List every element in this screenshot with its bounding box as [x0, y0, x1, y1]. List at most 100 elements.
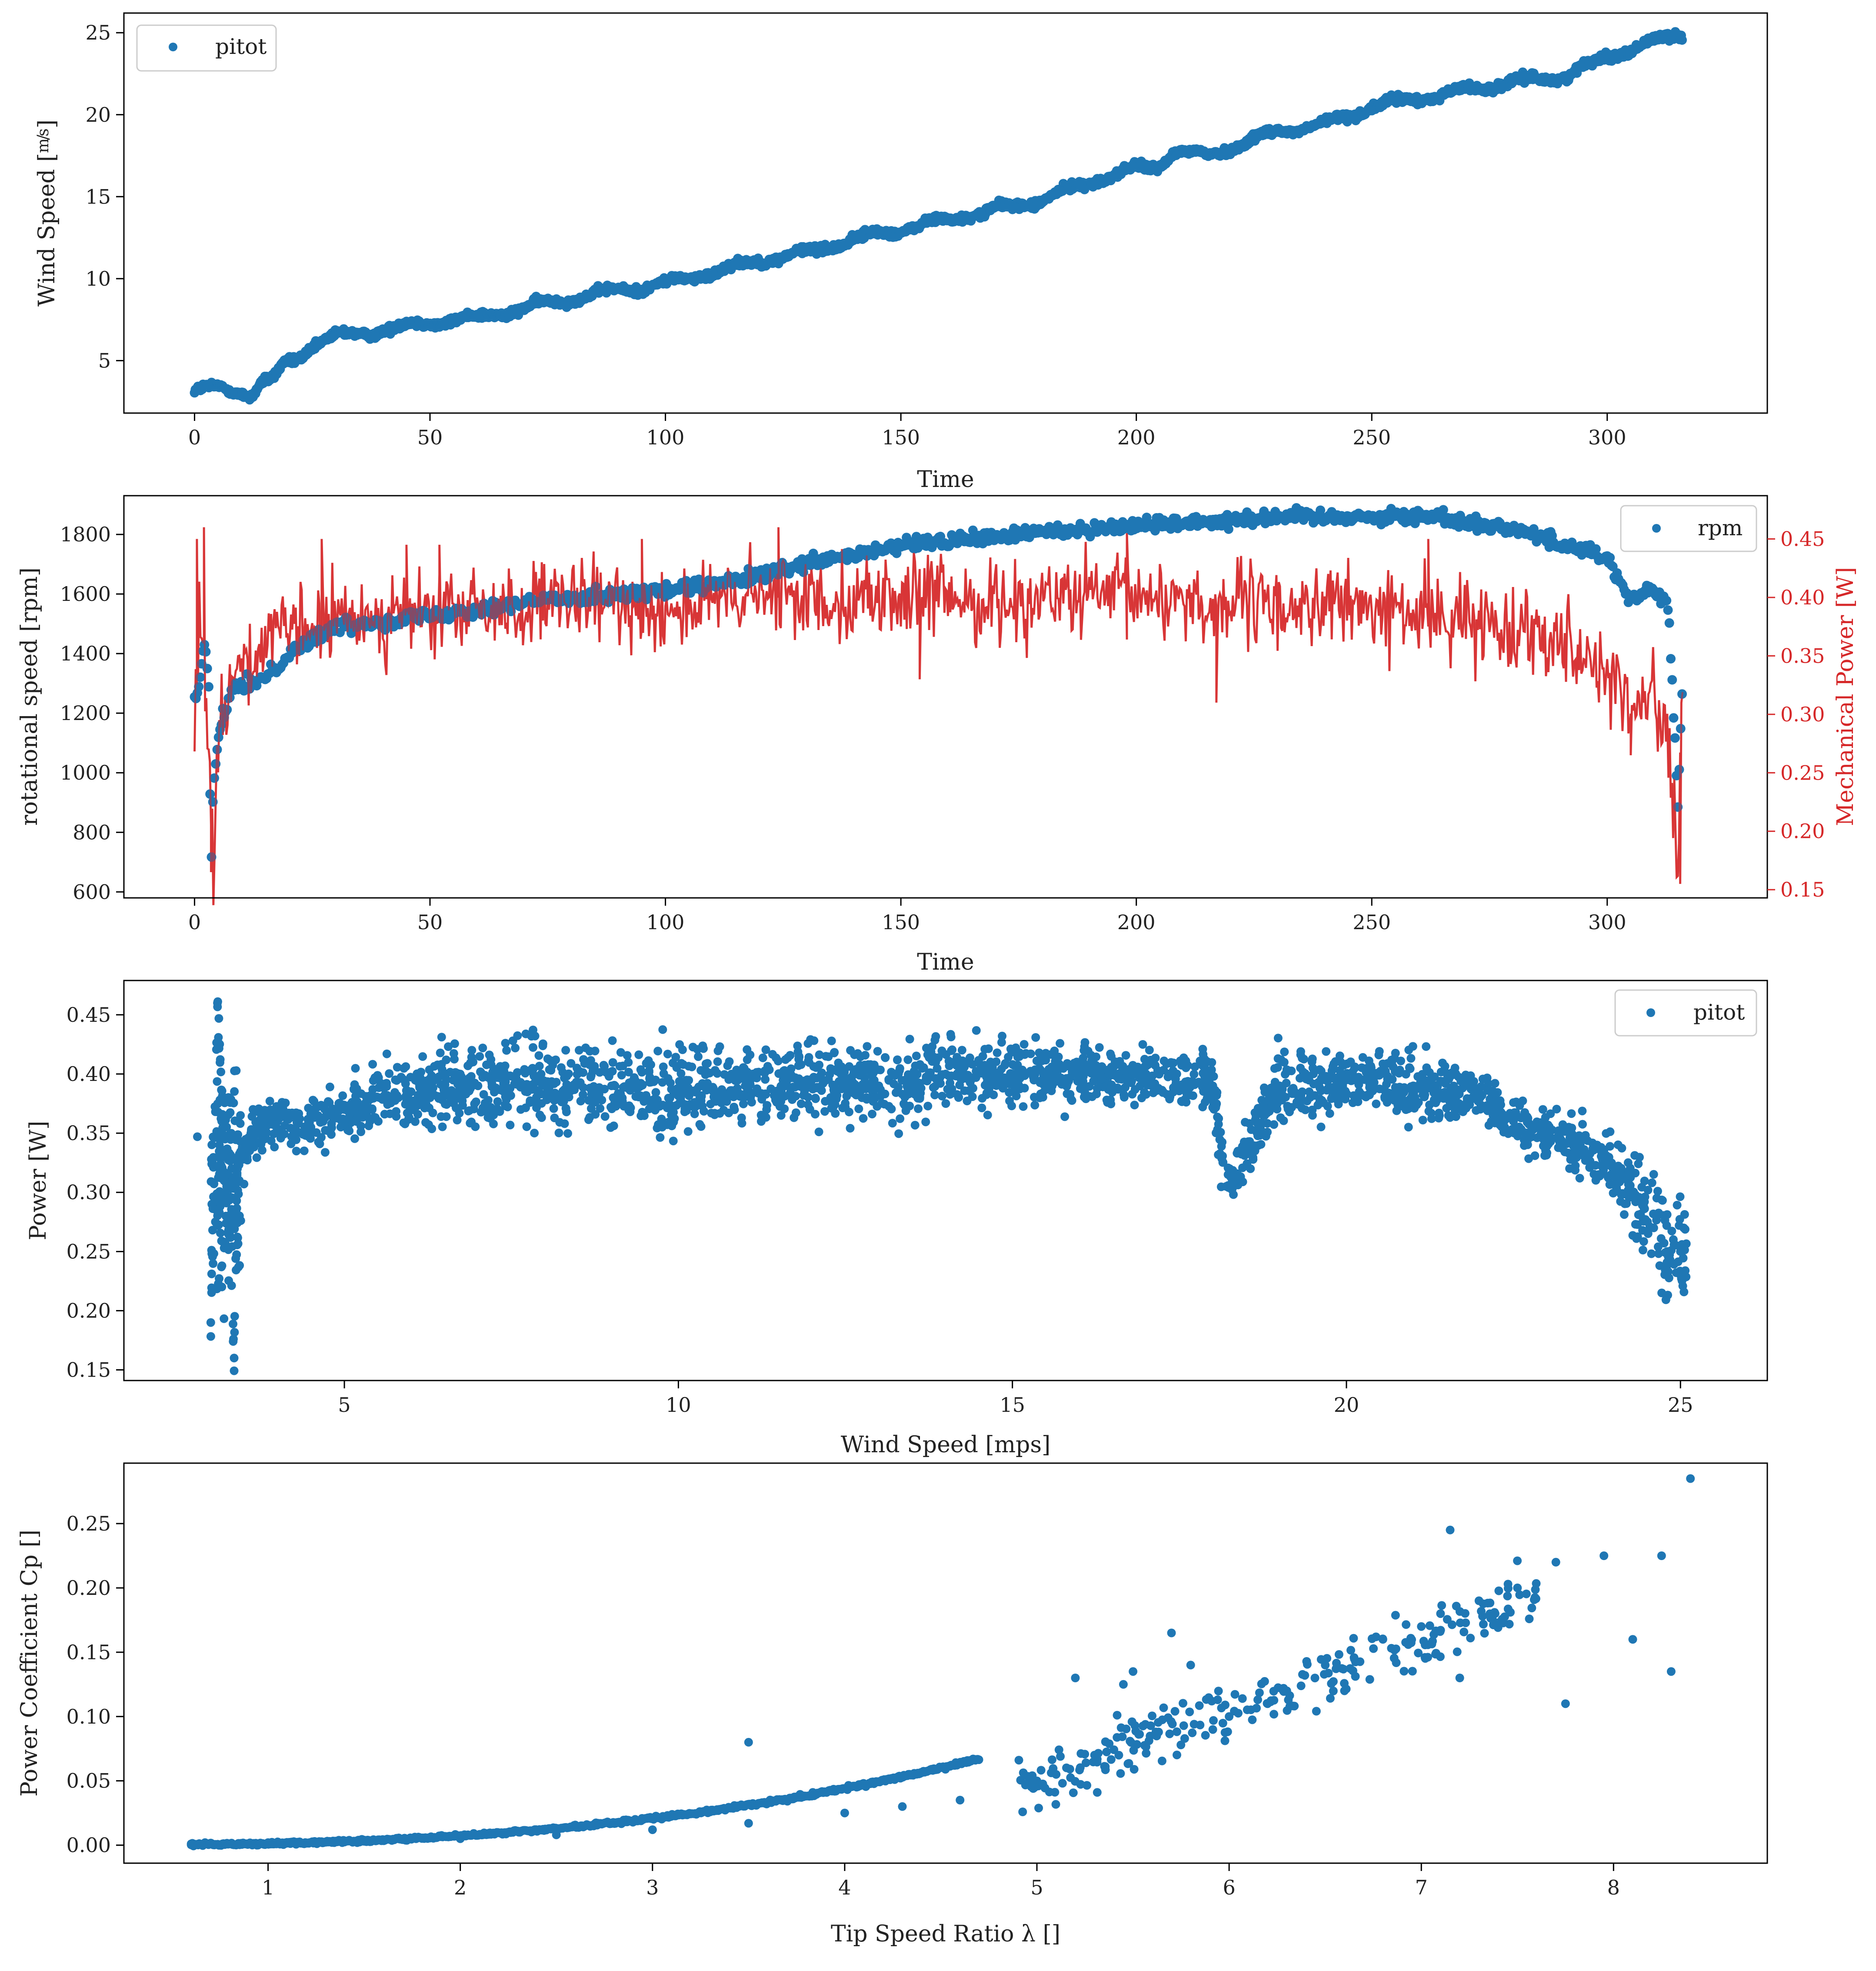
power-point: [1138, 1040, 1147, 1049]
power-point: [493, 1097, 502, 1106]
power-point: [584, 1115, 593, 1124]
power-point: [762, 1105, 771, 1114]
p2-plot-frame: [123, 495, 1768, 899]
power-point: [1602, 1129, 1611, 1138]
power-point: [1490, 1079, 1499, 1088]
chart-power-vs-wind-speed: 5 10 15 20 25 0.150.200.250.300.350.400.45 W…: [25, 980, 1768, 1458]
y-tick-label: 800: [73, 820, 111, 844]
power-point: [368, 1085, 377, 1094]
power-point: [511, 1044, 520, 1053]
power-point: [478, 1044, 487, 1053]
power-point: [1246, 1164, 1255, 1173]
power-point: [811, 1094, 820, 1103]
y-tick-label: 1400: [60, 642, 111, 665]
power-point: [1189, 1091, 1197, 1100]
power-point: [1323, 1102, 1332, 1111]
power-point: [1348, 1098, 1357, 1107]
power-point: [776, 1111, 786, 1120]
x-tick-label: 50: [417, 910, 443, 934]
power-point: [725, 1057, 734, 1066]
rpm-point: [202, 664, 212, 674]
power-point: [270, 1143, 279, 1151]
power-point: [803, 1039, 813, 1048]
power-point: [1673, 1201, 1682, 1210]
power-point: [954, 1093, 963, 1102]
power-point: [315, 1139, 324, 1148]
power-point: [1280, 1047, 1289, 1057]
power-point: [1667, 1227, 1676, 1236]
power-point: [669, 1137, 678, 1146]
y-right-tick-label: 0.30: [1780, 703, 1825, 726]
power-point: [1652, 1194, 1661, 1203]
power-point: [880, 1053, 890, 1062]
power-point: [1120, 1090, 1128, 1099]
power-point: [1190, 1070, 1199, 1079]
power-point: [698, 1101, 707, 1111]
p2-y-axis-label: rotational speed [rpm]: [17, 567, 43, 826]
power-point: [252, 1153, 261, 1162]
power-point: [1237, 1150, 1246, 1159]
power-point: [1634, 1159, 1643, 1168]
power-point: [350, 1134, 359, 1143]
power-point: [701, 1083, 710, 1092]
x-tick-label: 150: [882, 426, 920, 449]
power-point: [545, 1065, 554, 1074]
power-point: [256, 1137, 265, 1146]
power-point: [425, 1104, 434, 1112]
power-point: [1631, 1220, 1640, 1229]
x-tick-label: 150: [882, 910, 920, 934]
power-point: [1375, 1047, 1384, 1056]
power-point: [640, 1111, 649, 1120]
power-point: [1459, 1107, 1468, 1116]
power-point: [903, 1055, 913, 1064]
power-point: [513, 1031, 522, 1040]
power-point: [1281, 1070, 1290, 1079]
p2-legend-marker: [1652, 524, 1661, 533]
power-point: [1512, 1097, 1521, 1107]
power-point: [1412, 1101, 1421, 1110]
power-point: [350, 1080, 359, 1089]
power-point: [863, 1042, 872, 1051]
power-point: [542, 1095, 551, 1104]
power-point: [1249, 1155, 1258, 1164]
power-point: [437, 1112, 446, 1121]
power-point: [563, 1129, 572, 1138]
power-point: [1682, 1239, 1691, 1248]
power-point: [610, 1081, 620, 1091]
power-point: [1051, 1057, 1060, 1066]
power-point: [506, 1121, 515, 1130]
power-point: [560, 1074, 569, 1083]
power-point: [653, 1124, 662, 1133]
power-point: [549, 1104, 558, 1113]
power-point: [1418, 1116, 1427, 1124]
y-right-tick-label: 0.40: [1780, 586, 1825, 609]
power-point: [1273, 1034, 1283, 1043]
power-point: [475, 1052, 484, 1061]
power-point: [1656, 1234, 1666, 1243]
power-point: [368, 1060, 377, 1069]
power-point: [1270, 1120, 1279, 1129]
power-point: [794, 1061, 803, 1070]
y-tick-label: 600: [73, 880, 111, 904]
power-point: [1538, 1105, 1547, 1114]
power-point: [1628, 1231, 1637, 1240]
y-tick-label: 1800: [60, 523, 111, 546]
power-point: [803, 1075, 812, 1084]
power-point: [1238, 1163, 1247, 1172]
power-point: [1440, 1062, 1449, 1071]
power-point: [554, 1128, 563, 1137]
y-right-tick-label: 0.20: [1780, 820, 1825, 843]
power-point: [1092, 1052, 1101, 1061]
power-point: [1677, 1276, 1686, 1285]
rpm-point: [1667, 675, 1677, 685]
power-point: [930, 1082, 940, 1091]
power-point: [1095, 1043, 1104, 1052]
power-point: [993, 1048, 1002, 1057]
power-point: [418, 1052, 427, 1061]
wind-speed-point: [1677, 35, 1687, 45]
power-point: [1172, 1069, 1181, 1078]
power-point: [357, 1121, 365, 1131]
power-point: [229, 1337, 238, 1346]
power-point: [1623, 1158, 1633, 1167]
